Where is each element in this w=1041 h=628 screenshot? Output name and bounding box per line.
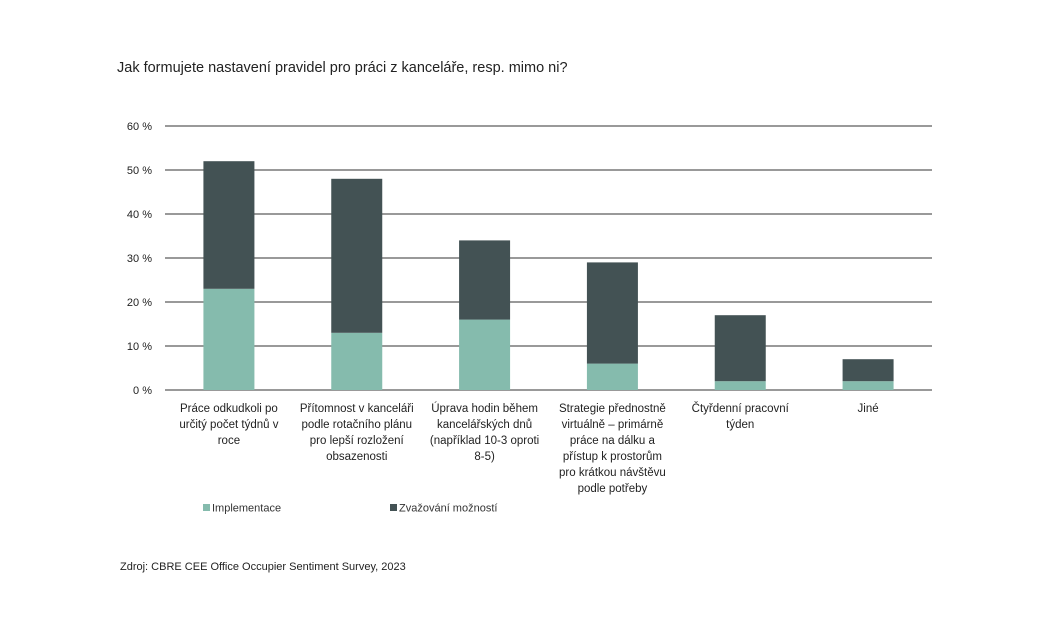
x-category-label: Jiné — [858, 403, 879, 415]
x-category-label: pro krátkou návštěvu — [559, 467, 666, 479]
bar-implementace — [331, 332, 383, 390]
x-category-label: podle potřeby — [578, 483, 648, 495]
bar-implementace — [203, 288, 255, 390]
bar-zvazovani — [842, 359, 894, 382]
legend-label-implementace: Implementace — [212, 503, 281, 515]
x-category-label: Strategie přednostně — [559, 403, 666, 415]
x-category-label: určitý počet týdnů v — [179, 419, 278, 431]
chart-title: Jak formujete nastavení pravidel pro prá… — [117, 60, 568, 76]
y-tick-label: 20 % — [127, 297, 152, 309]
bar-zvazovani — [331, 178, 383, 333]
x-category-label: práce na dálku a — [570, 435, 656, 447]
y-tick-label: 40 % — [127, 209, 152, 221]
x-category-label: pro lepší rozložení — [310, 435, 405, 447]
x-category-label: Práce odkudkoli po — [180, 403, 278, 415]
bar-implementace — [459, 319, 511, 390]
x-category-label: týden — [726, 419, 754, 431]
y-tick-label: 30 % — [127, 253, 152, 265]
x-category-label: přístup k prostorům — [563, 451, 662, 463]
x-category-label: roce — [218, 435, 240, 447]
source-note: Zdroj: CBRE CEE Office Occupier Sentimen… — [120, 561, 406, 573]
y-tick-label: 50 % — [127, 165, 152, 177]
bar-zvazovani — [203, 161, 255, 289]
x-category-label: obsazenosti — [326, 451, 387, 463]
bar-zvazovani — [714, 315, 766, 382]
x-category-label: kancelářských dnů — [437, 419, 532, 431]
x-category-label: Úprava hodin během — [431, 402, 538, 415]
bar-implementace — [586, 363, 638, 390]
legend-swatch-zvazovani — [390, 504, 397, 511]
bar-implementace — [714, 381, 766, 390]
y-tick-label: 0 % — [133, 385, 152, 397]
x-category-label: (například 10-3 oproti — [430, 435, 539, 447]
x-category-label: Přítomnost v kanceláři — [300, 403, 414, 415]
bar-zvazovani — [459, 240, 511, 320]
x-category-label: 8-5) — [474, 451, 495, 463]
bar-zvazovani — [586, 262, 638, 364]
y-tick-label: 60 % — [127, 121, 152, 133]
legend-swatch-implementace — [203, 504, 210, 511]
y-tick-label: 10 % — [127, 341, 152, 353]
legend-label-zvazovani: Zvažování možností — [399, 503, 497, 515]
bar-implementace — [842, 381, 894, 390]
x-category-label: podle rotačního plánu — [301, 419, 412, 431]
x-category-label: Čtyřdenní pracovní — [692, 402, 790, 415]
x-category-label: virtuálně – primárně — [562, 419, 664, 431]
